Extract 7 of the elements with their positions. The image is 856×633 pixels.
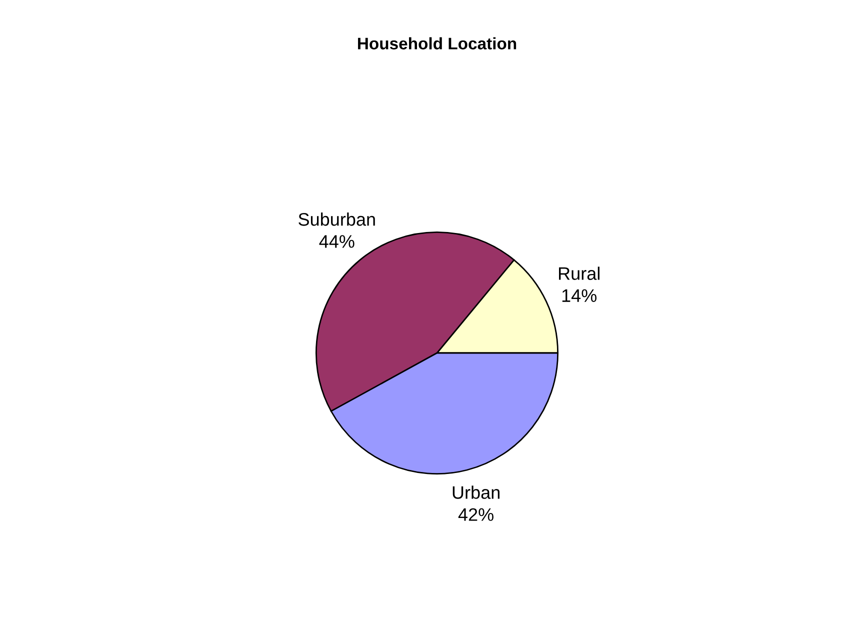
chart-title: Household Location	[358, 37, 516, 50]
slice-label: Rural	[559, 266, 600, 280]
slice-label: Suburban	[298, 212, 375, 226]
data-label: 42%	[458, 508, 494, 521]
slice-label: Urban	[452, 486, 500, 499]
data-label: 44%	[319, 235, 354, 248]
data-label: 14%	[562, 289, 597, 302]
